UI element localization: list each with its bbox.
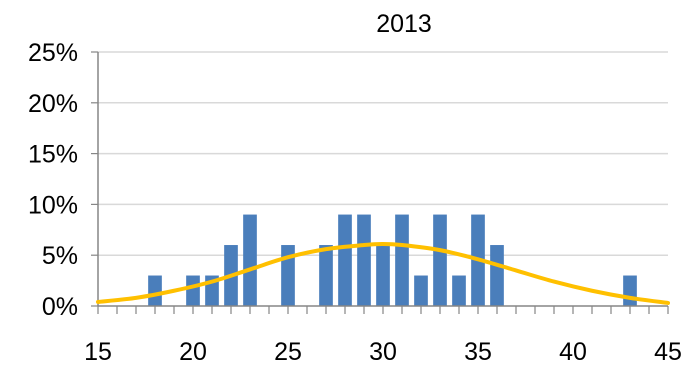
x-tick-label: 20 xyxy=(179,338,207,366)
bar xyxy=(623,275,637,306)
bar xyxy=(186,275,200,306)
y-tick-label: 10% xyxy=(28,191,78,219)
x-tick-label: 15 xyxy=(84,338,112,366)
x-tick-label: 25 xyxy=(274,338,302,366)
y-axis-tick-labels: 0% 5% 10% 15% 20% 25% xyxy=(28,39,78,321)
bar-series xyxy=(148,214,637,306)
bar xyxy=(433,214,447,306)
bar xyxy=(395,214,409,306)
y-tick-label: 20% xyxy=(28,90,78,118)
bar xyxy=(452,275,466,306)
y-tick-label: 15% xyxy=(28,141,78,169)
x-axis-tick-labels: 15 20 25 30 35 40 45 xyxy=(84,338,682,366)
distribution-curve xyxy=(96,242,670,305)
bar xyxy=(414,275,428,306)
x-tick-label: 35 xyxy=(464,338,492,366)
bar xyxy=(319,245,333,306)
bar xyxy=(148,275,162,306)
bar xyxy=(281,245,295,306)
x-tick-label: 40 xyxy=(559,338,587,366)
bar xyxy=(243,214,257,306)
y-tick-label: 5% xyxy=(42,242,78,270)
bar xyxy=(376,245,390,306)
axes xyxy=(91,51,669,314)
distribution-line xyxy=(96,242,670,305)
y-tick-label: 0% xyxy=(42,293,78,321)
bar xyxy=(357,214,371,306)
x-tick-label: 45 xyxy=(654,338,682,366)
bar xyxy=(338,214,352,306)
bar xyxy=(490,245,504,306)
y-tick-label: 25% xyxy=(28,39,78,67)
gridlines xyxy=(98,51,668,256)
chart-title: 2013 xyxy=(376,10,432,38)
x-tick-label: 30 xyxy=(369,338,397,366)
